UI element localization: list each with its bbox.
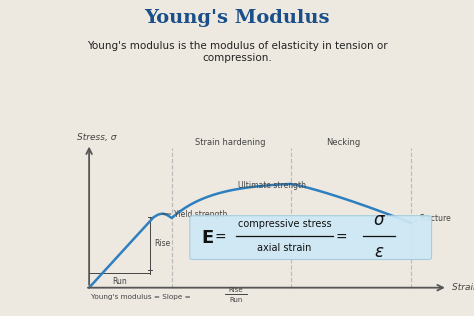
Text: Young's Modulus: Young's Modulus	[144, 9, 330, 27]
Text: Necking: Necking	[326, 138, 360, 147]
Text: Rise: Rise	[155, 239, 171, 248]
Text: Strain hardening: Strain hardening	[195, 138, 265, 147]
Text: =: =	[335, 231, 347, 245]
Text: axial strain: axial strain	[257, 243, 312, 253]
Text: Ultimate strength: Ultimate strength	[238, 181, 306, 191]
Text: E: E	[202, 228, 214, 246]
Text: Fracture: Fracture	[419, 214, 451, 223]
Text: Yield strength: Yield strength	[173, 210, 227, 219]
Text: Run: Run	[112, 277, 127, 286]
Text: ε: ε	[375, 243, 383, 261]
Text: Stress, σ: Stress, σ	[77, 133, 117, 142]
Text: Young's modulus is the modulus of elasticity in tension or
compression.: Young's modulus is the modulus of elasti…	[87, 41, 387, 63]
Text: compressive stress: compressive stress	[237, 220, 331, 229]
Text: Run: Run	[229, 297, 243, 303]
Text: =: =	[214, 231, 226, 245]
Text: σ: σ	[374, 211, 384, 229]
Text: Strain, ε: Strain, ε	[452, 283, 474, 292]
FancyBboxPatch shape	[190, 216, 431, 259]
Text: Rise: Rise	[229, 287, 244, 293]
Text: Young's modulus = Slope =: Young's modulus = Slope =	[91, 294, 193, 300]
